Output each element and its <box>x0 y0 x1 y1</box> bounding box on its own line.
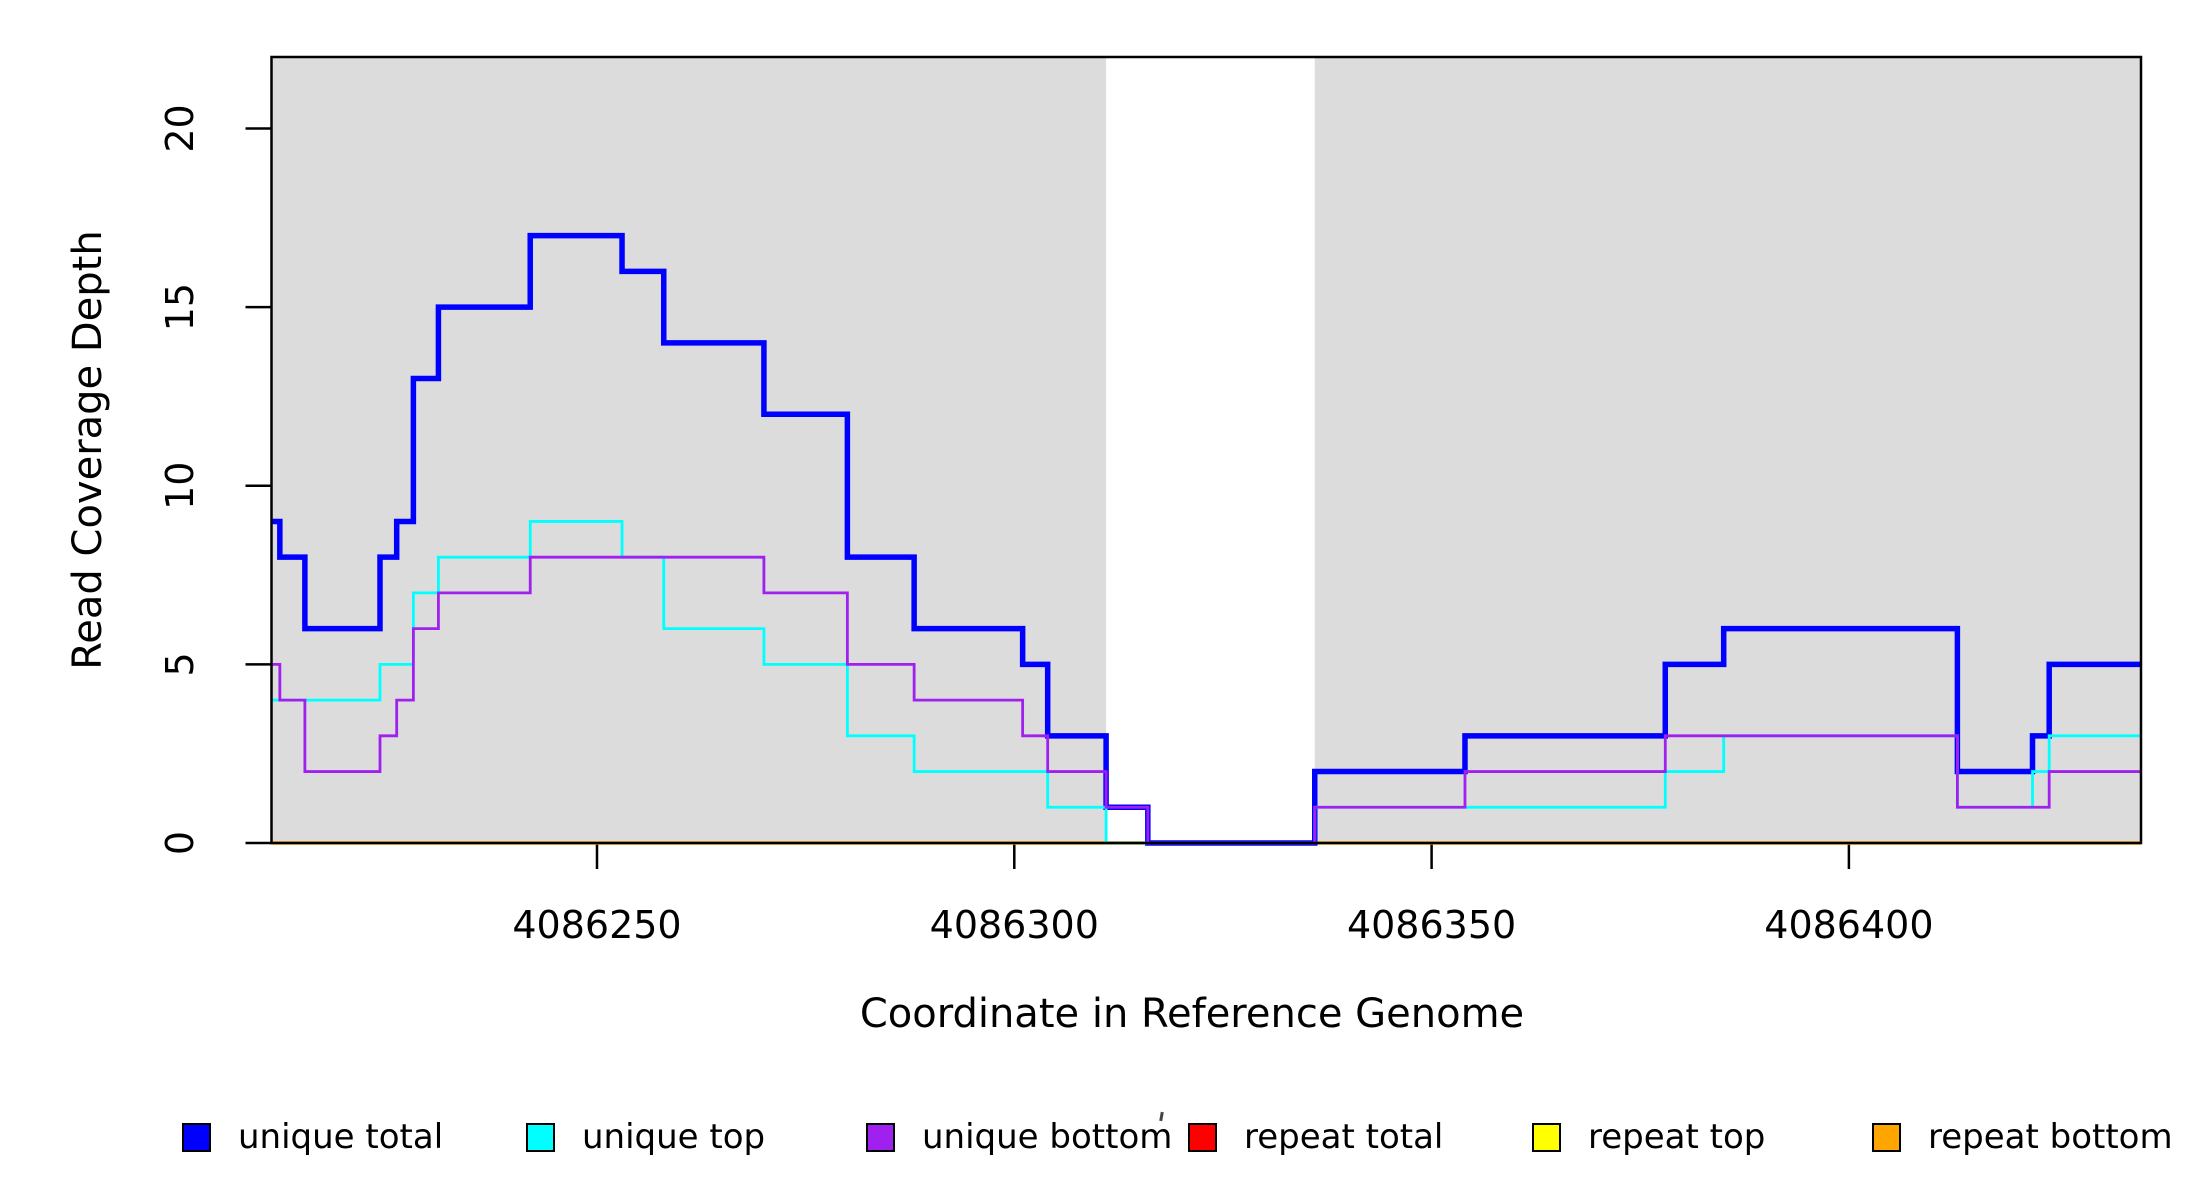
shaded-region <box>1314 57 2141 843</box>
legend-label-unique-top: unique top <box>582 1117 766 1157</box>
legend-swatch-unique-total <box>182 1122 211 1152</box>
y-tick-label: 15 <box>158 283 202 331</box>
plot-border <box>270 55 2143 845</box>
shaded-region <box>271 57 1107 843</box>
legend-label-unique-bottom: unique bottom <box>922 1117 1173 1157</box>
legend-item-unique-top: unique top <box>526 1117 766 1157</box>
series-unique-total <box>271 232 2141 846</box>
x-tick-label: 4086400 <box>1764 903 1933 947</box>
legend-swatch-repeat-top <box>1532 1122 1561 1152</box>
x-tick-label: 4086250 <box>512 903 681 947</box>
x-axis-title: Coordinate in Reference Genome <box>859 991 1525 1037</box>
x-tick-label: 4086300 <box>930 903 1099 947</box>
legend-swatch-repeat-total <box>1188 1122 1217 1152</box>
legend-swatch-unique-bottom <box>866 1122 895 1152</box>
legend-swatch-unique-top <box>526 1122 555 1152</box>
legend-swatch-repeat-bottom <box>1872 1122 1901 1152</box>
y-tick-label: 20 <box>158 104 202 152</box>
legend-label-unique-total: unique total <box>238 1117 444 1157</box>
y-axis-title: Read Coverage Depth <box>65 230 111 670</box>
legend-item-repeat-total: repeat total <box>1188 1117 1444 1157</box>
legend-item-repeat-bottom: repeat bottom <box>1872 1117 2173 1157</box>
x-tick-label: 4086350 <box>1347 903 1516 947</box>
legend-item-unique-bottom: unique bottom <box>866 1117 1173 1157</box>
legend-label-repeat-top: repeat top <box>1588 1117 1766 1157</box>
y-tick-label: 5 <box>158 652 202 676</box>
legend-item-repeat-top: repeat top <box>1532 1117 1766 1157</box>
y-tick-label: 0 <box>158 831 202 855</box>
y-tick-label: 10 <box>158 462 202 510</box>
legend-label-repeat-bottom: repeat bottom <box>1928 1117 2173 1157</box>
legend-item-unique-total: unique total <box>182 1117 444 1157</box>
series-unique-bottom <box>271 555 2141 845</box>
legend-label-repeat-total: repeat total <box>1244 1117 1444 1157</box>
